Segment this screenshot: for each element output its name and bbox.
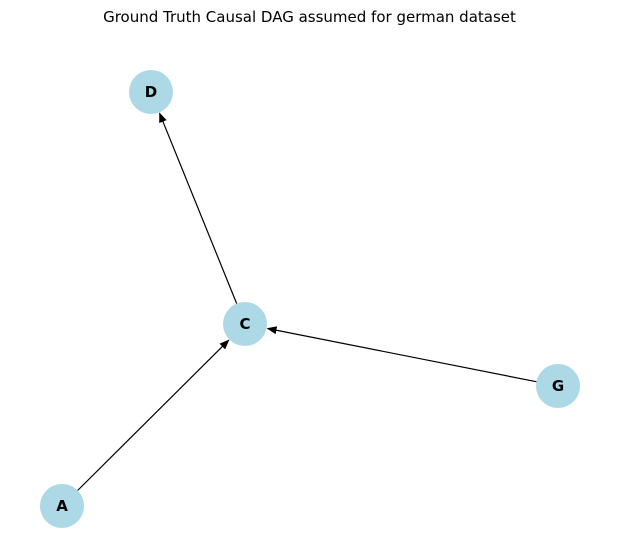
node-g: G [536, 364, 580, 408]
edge-g-to-c [266, 326, 537, 383]
node-circle-d [129, 70, 173, 114]
nodes-layer: D C G A [40, 70, 580, 528]
edge-a-to-c [77, 339, 230, 491]
node-label-c: C [239, 315, 250, 333]
node-circle-a [40, 484, 84, 528]
diagram-title: Ground Truth Causal DAG assumed for germ… [103, 8, 516, 26]
node-label-d: D [145, 83, 157, 101]
edges-layer [77, 112, 537, 491]
node-label-g: G [552, 377, 564, 395]
node-c: C [223, 302, 267, 346]
node-circle-c [223, 302, 267, 346]
edge-c-to-d [159, 112, 238, 304]
node-a: A [40, 484, 84, 528]
node-circle-g [536, 364, 580, 408]
node-label-a: A [56, 497, 68, 515]
node-d: D [129, 70, 173, 114]
